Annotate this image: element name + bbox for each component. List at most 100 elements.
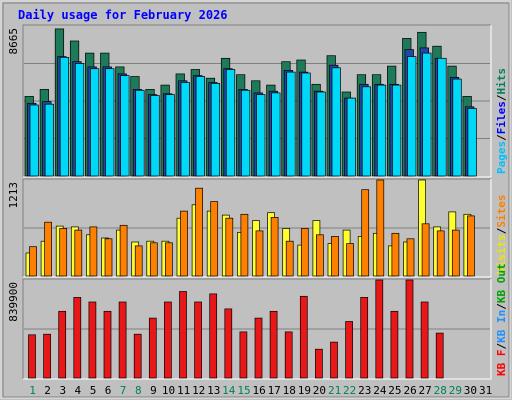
middle-bar-sites (436, 230, 445, 277)
day-tick-label: 21 (328, 384, 341, 397)
middle-bar-sites (210, 201, 219, 277)
middle-panel-light (23, 179, 492, 278)
legend-files: Files (495, 101, 508, 134)
day-tick-label: 24 (373, 384, 387, 397)
top-bar-pages (301, 72, 311, 177)
top-bar-pages (452, 78, 462, 177)
middle-bar-sites (361, 189, 370, 277)
day-tick-label: 13 (207, 384, 220, 397)
day-tick-label: 29 (449, 384, 462, 397)
middle-bar-sites (255, 230, 264, 277)
middle-scale-label: 1213 (7, 182, 20, 209)
day-tick-label: 11 (177, 384, 190, 397)
bottom-bar-kb-f (435, 332, 444, 379)
top-bar-pages (331, 67, 341, 177)
bottom-bar-kb-f (299, 295, 308, 379)
bottom-bar-kb-f (133, 333, 142, 379)
top-bar-pages (120, 75, 130, 177)
day-tick-label: 10 (162, 384, 175, 397)
middle-bar-sites (346, 243, 354, 277)
bottom-bar-kb-f (315, 348, 323, 379)
top-bar-pages (241, 89, 251, 177)
legend-separator: / (495, 134, 508, 141)
top-bar-pages (29, 104, 39, 177)
middle-bar-sites (376, 179, 385, 277)
bottom-bar-kb-f (73, 297, 82, 379)
day-tick-label: 19 (298, 384, 311, 397)
middle-bar-sites (119, 224, 128, 277)
bottom-scale-label: 839900 (7, 282, 20, 322)
day-tick-label: 16 (252, 384, 265, 397)
day-tick-label: 6 (105, 384, 112, 397)
day-tick-label: 31 (479, 384, 492, 397)
bottom-bar-kb-f (58, 310, 67, 379)
middle-legend: Visits/Sites (495, 195, 508, 275)
bottom-bar-kb-f (164, 301, 172, 379)
bottom-bar-kb-f (360, 297, 369, 379)
legend-separator: / (495, 94, 508, 101)
top-bar-pages (422, 52, 432, 177)
day-tick-label: 9 (150, 384, 157, 397)
day-tick-label: 7 (120, 384, 127, 397)
middle-bar-sites (316, 234, 324, 277)
bottom-bar-kb-f (254, 317, 263, 379)
middle-bar-sites (240, 213, 249, 277)
legend-kb-in: KB In (495, 310, 508, 343)
middle-bar-sites (451, 229, 460, 277)
top-bar-pages (392, 84, 402, 177)
middle-bar-sites (331, 236, 339, 277)
middle-bar-sites (285, 240, 294, 277)
middle-bar-sites (180, 210, 188, 277)
legend-hits: Hits (495, 68, 508, 95)
top-bar-pages (59, 57, 70, 177)
middle-bar-sites (165, 242, 173, 277)
middle-bar-sites (149, 242, 158, 277)
top-bar-pages (361, 86, 372, 177)
middle-bar-sites (421, 223, 430, 277)
bottom-legend: KB F/KB In/KB Out (495, 263, 508, 376)
middle-bar-sites (195, 187, 203, 277)
day-tick-label: 4 (74, 384, 81, 397)
bottom-bar-kb-f (405, 279, 414, 379)
bottom-panel-shadow (22, 278, 491, 379)
top-bar-pages (195, 76, 205, 177)
bottom-bar-kb-f (194, 301, 202, 379)
day-tick-label: 27 (418, 384, 431, 397)
day-tick-label: 12 (192, 384, 205, 397)
top-bar-pages (286, 71, 296, 177)
middle-bar-sites (406, 238, 415, 277)
day-tick-label: 2 (44, 384, 51, 397)
bottom-bar-kb-f (224, 308, 233, 379)
day-tick-label: 8 (135, 384, 142, 397)
top-bar-pages (407, 56, 417, 177)
frame-shadow (2, 2, 510, 398)
day-tick-label: 30 (464, 384, 477, 397)
bottom-bar-kb-f (209, 293, 218, 379)
top-bar-pages (44, 103, 54, 177)
day-tick-label: 20 (313, 384, 326, 397)
top-bar-pages (210, 83, 221, 177)
bottom-panel-light (23, 279, 492, 380)
middle-bar-sites (104, 238, 113, 277)
bottom-bar-kb-f (330, 341, 338, 379)
legend-visits: Visits (495, 234, 508, 274)
middle-bar-sites (467, 215, 475, 277)
day-tick-label: 25 (388, 384, 401, 397)
bottom-bar-kb-f (179, 291, 187, 379)
top-panel-light (23, 25, 492, 178)
bottom-bar-kb-f (118, 301, 127, 379)
top-bar-pages (90, 68, 100, 177)
middle-bar-sites (44, 221, 52, 277)
bottom-bar-kb-f (390, 310, 399, 379)
middle-bar-sites (225, 217, 234, 277)
middle-bar-sites (134, 245, 143, 277)
bottom-bar-kb-f (375, 279, 384, 379)
top-bar-pages (376, 84, 387, 177)
top-legend: Pages/Files/Hits (495, 68, 508, 174)
day-tick-label: 14 (222, 384, 236, 397)
day-tick-label: 22 (343, 384, 356, 397)
day-tick-label: 23 (358, 384, 371, 397)
